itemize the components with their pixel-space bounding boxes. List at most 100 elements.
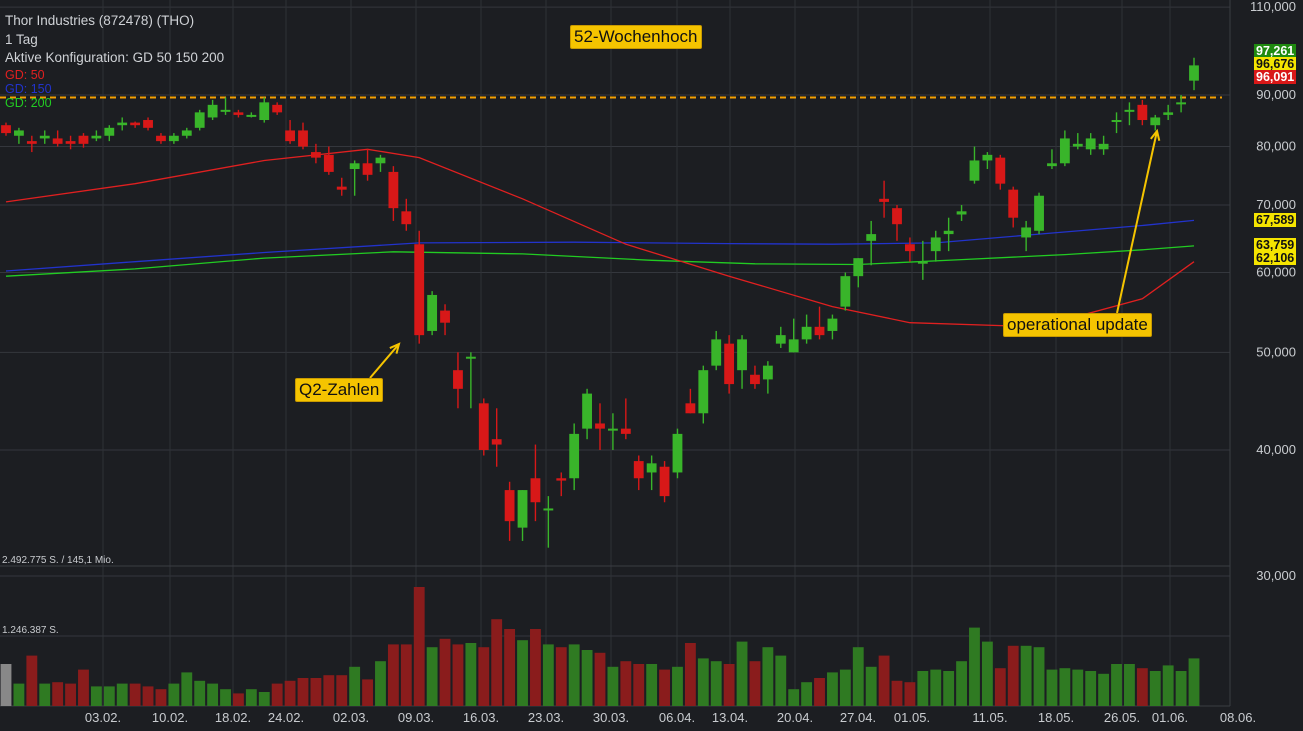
volume-bar xyxy=(116,683,128,706)
volume-bar xyxy=(1020,645,1032,706)
y-tick-label: 80,000 xyxy=(1256,139,1296,154)
candle xyxy=(827,314,838,340)
volume-bar xyxy=(659,669,670,706)
candle xyxy=(1098,135,1109,155)
y-axis-ticks: 30,000 40,000 50,000 60,000 70,000 80,000 90,0… xyxy=(1250,0,1296,583)
candle xyxy=(117,117,128,131)
volume-bar xyxy=(1188,658,1200,706)
candle xyxy=(698,365,709,424)
candle xyxy=(982,152,993,170)
x-tick-label: 27.04. xyxy=(840,710,876,725)
candle xyxy=(672,428,683,479)
x-axis-ticks: 03.02. 10.02. 18.02. 24.02. 02.03. 09.03. 16.0… xyxy=(85,710,1256,725)
x-tick-label: 06.04. xyxy=(659,710,695,725)
volume-bar xyxy=(52,682,64,706)
volume-bar xyxy=(930,669,942,706)
volume-bar xyxy=(426,647,438,706)
volume-bar xyxy=(723,664,735,706)
volume-bar xyxy=(1136,668,1148,706)
legend-gd200: GD: 200 xyxy=(5,95,52,110)
candle xyxy=(685,388,696,414)
legend-gd50: GD: 50 xyxy=(5,67,45,82)
candle xyxy=(930,230,941,262)
candle xyxy=(130,121,141,128)
annotation-52-week-high: 52-Wochenhoch xyxy=(570,25,702,49)
price-tag-low: 96,091 xyxy=(1254,70,1297,84)
volume-bar xyxy=(917,671,929,706)
volume-bar xyxy=(90,686,102,706)
candle xyxy=(543,496,554,548)
candle xyxy=(143,117,153,131)
volume-bar xyxy=(788,689,800,706)
chart-config: Aktive Konfiguration: GD 50 150 200 xyxy=(5,50,225,65)
volume-top-label: 2.492.775 S. / 145,1 Mio. xyxy=(2,555,114,566)
volume-bar xyxy=(491,619,503,706)
volume-bar xyxy=(452,644,464,706)
volume-bars xyxy=(0,587,1200,706)
candle xyxy=(1,122,11,136)
volume-bar xyxy=(852,647,864,706)
x-tick-label: 16.03. xyxy=(463,710,499,725)
candle xyxy=(775,326,786,348)
candle xyxy=(362,149,373,181)
volume-bar xyxy=(891,680,903,706)
candle xyxy=(801,314,812,344)
y-tick-label: 90,000 xyxy=(1256,87,1296,102)
volume-bar xyxy=(0,664,12,706)
candle xyxy=(233,109,244,118)
annotation-operational-update: operational update xyxy=(1003,313,1152,337)
candle xyxy=(1008,186,1019,228)
volume-bar xyxy=(1124,664,1135,706)
x-tick-label: 13.04. xyxy=(712,710,748,725)
candle xyxy=(1176,95,1186,113)
candle xyxy=(1189,57,1199,91)
price-tag-gd200: 63,759 xyxy=(1254,238,1297,252)
candle xyxy=(711,330,722,371)
chart-title: Thor Industries (872478) (THO) xyxy=(5,13,195,28)
y-tick-label: 40,000 xyxy=(1256,442,1296,457)
volume-bar xyxy=(646,664,658,706)
candle xyxy=(478,398,489,456)
candle xyxy=(905,237,915,262)
candle xyxy=(633,455,644,491)
volume-bar xyxy=(736,641,748,706)
candle xyxy=(646,455,657,491)
candle xyxy=(517,490,528,541)
candle xyxy=(156,133,166,144)
x-tick-label: 02.03. xyxy=(333,710,369,725)
candle xyxy=(14,127,24,144)
volume-bar xyxy=(1175,671,1187,706)
volume-bar xyxy=(1149,671,1161,706)
volume-bar xyxy=(400,644,412,706)
candle xyxy=(879,180,889,218)
candle xyxy=(788,318,799,353)
candle xyxy=(943,217,954,252)
ma50-line xyxy=(5,148,1195,328)
candle xyxy=(840,272,851,311)
candle xyxy=(52,130,63,147)
volume-bar xyxy=(1085,671,1097,706)
x-tick-label: 08.06. xyxy=(1220,710,1256,725)
volume-bar xyxy=(155,689,167,706)
candle xyxy=(194,109,205,131)
volume-bar xyxy=(349,666,361,706)
candle xyxy=(750,365,760,389)
candle xyxy=(207,99,218,121)
volume-bar xyxy=(284,680,296,706)
volume-bar xyxy=(672,666,683,706)
volume-bar xyxy=(1162,665,1174,706)
candle xyxy=(892,205,902,241)
volume-bar xyxy=(168,683,180,706)
candle xyxy=(1150,114,1161,131)
candle xyxy=(1085,133,1096,155)
volume-bar xyxy=(1072,669,1084,706)
volume-bar xyxy=(801,682,813,706)
volume-bar xyxy=(775,655,787,706)
x-tick-label: 10.02. xyxy=(152,710,188,725)
volume-bar xyxy=(78,669,89,706)
candle xyxy=(465,352,476,409)
volume-bar xyxy=(129,683,141,706)
candle xyxy=(608,413,618,450)
x-tick-label: 09.03. xyxy=(398,710,434,725)
arrow-q2 xyxy=(369,342,401,379)
